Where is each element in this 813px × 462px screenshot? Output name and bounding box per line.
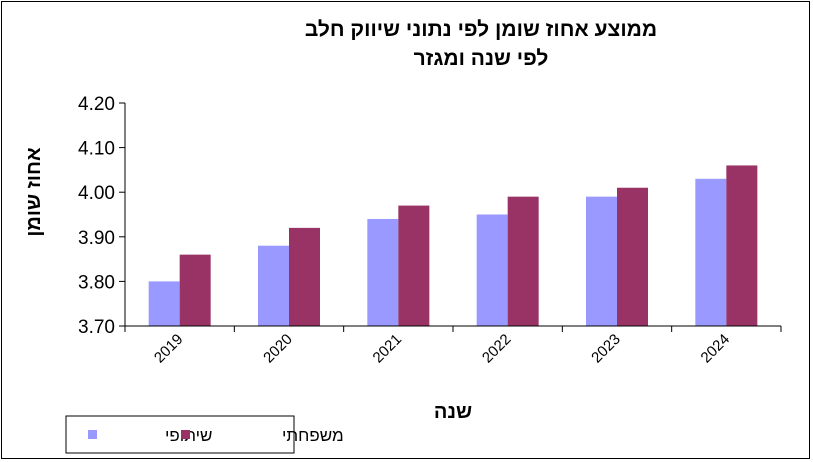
bar-shitufi-2020 — [258, 245, 289, 326]
y-tick-label: 3.80 — [78, 272, 115, 293]
y-tick-label: 4.20 — [78, 94, 115, 115]
y-tick-label: 3.90 — [78, 228, 115, 249]
x-tick-label: 2020 — [260, 331, 296, 367]
legend-swatch-shitufi — [88, 430, 97, 439]
bar-mishpachti-2021 — [398, 205, 430, 326]
y-axis-title: אחוז שומן — [23, 147, 45, 237]
x-tick-label: 2024 — [698, 331, 734, 367]
legend-label-mishpachti: משפחתי — [282, 426, 344, 445]
x-tick-label: 2023 — [588, 331, 624, 367]
x-axis-title: שנה — [434, 401, 472, 423]
legend: שיתופי משפחתי — [65, 415, 344, 454]
bar-mishpachti-2019 — [179, 254, 211, 326]
bar-shitufi-2024 — [695, 178, 727, 326]
bar-mishpachti-2020 — [289, 227, 320, 326]
bar-shitufi-2021 — [367, 218, 399, 326]
legend-box — [65, 415, 295, 454]
bar-shitufi-2023 — [586, 196, 617, 326]
y-tick-label: 4.10 — [78, 139, 115, 160]
y-tick-label: 4.00 — [78, 183, 115, 204]
x-tick-label: 2022 — [479, 331, 515, 367]
bar-mishpachti-2024 — [726, 165, 758, 326]
bar-shitufi-2022 — [476, 214, 508, 326]
chart-title-line-2: לפי שנה ומגזר — [414, 47, 549, 70]
bar-mishpachti-2023 — [617, 187, 648, 326]
bar-shitufi-2019 — [148, 281, 180, 326]
y-tick-label: 3.70 — [78, 317, 115, 338]
x-tick-label: 2021 — [370, 331, 406, 367]
chart-title-line-1: ממוצע אחוז שומן לפי נתוני שיווק חלב — [305, 18, 657, 41]
plot-area: 3.70 3.80 3.90 4.00 4.10 4.20 2019 2020 2021 2022… — [78, 94, 782, 367]
x-tick-label: 2019 — [151, 331, 187, 367]
bar-mishpachti-2022 — [507, 196, 539, 326]
legend-swatch-mishpachti — [181, 430, 190, 439]
